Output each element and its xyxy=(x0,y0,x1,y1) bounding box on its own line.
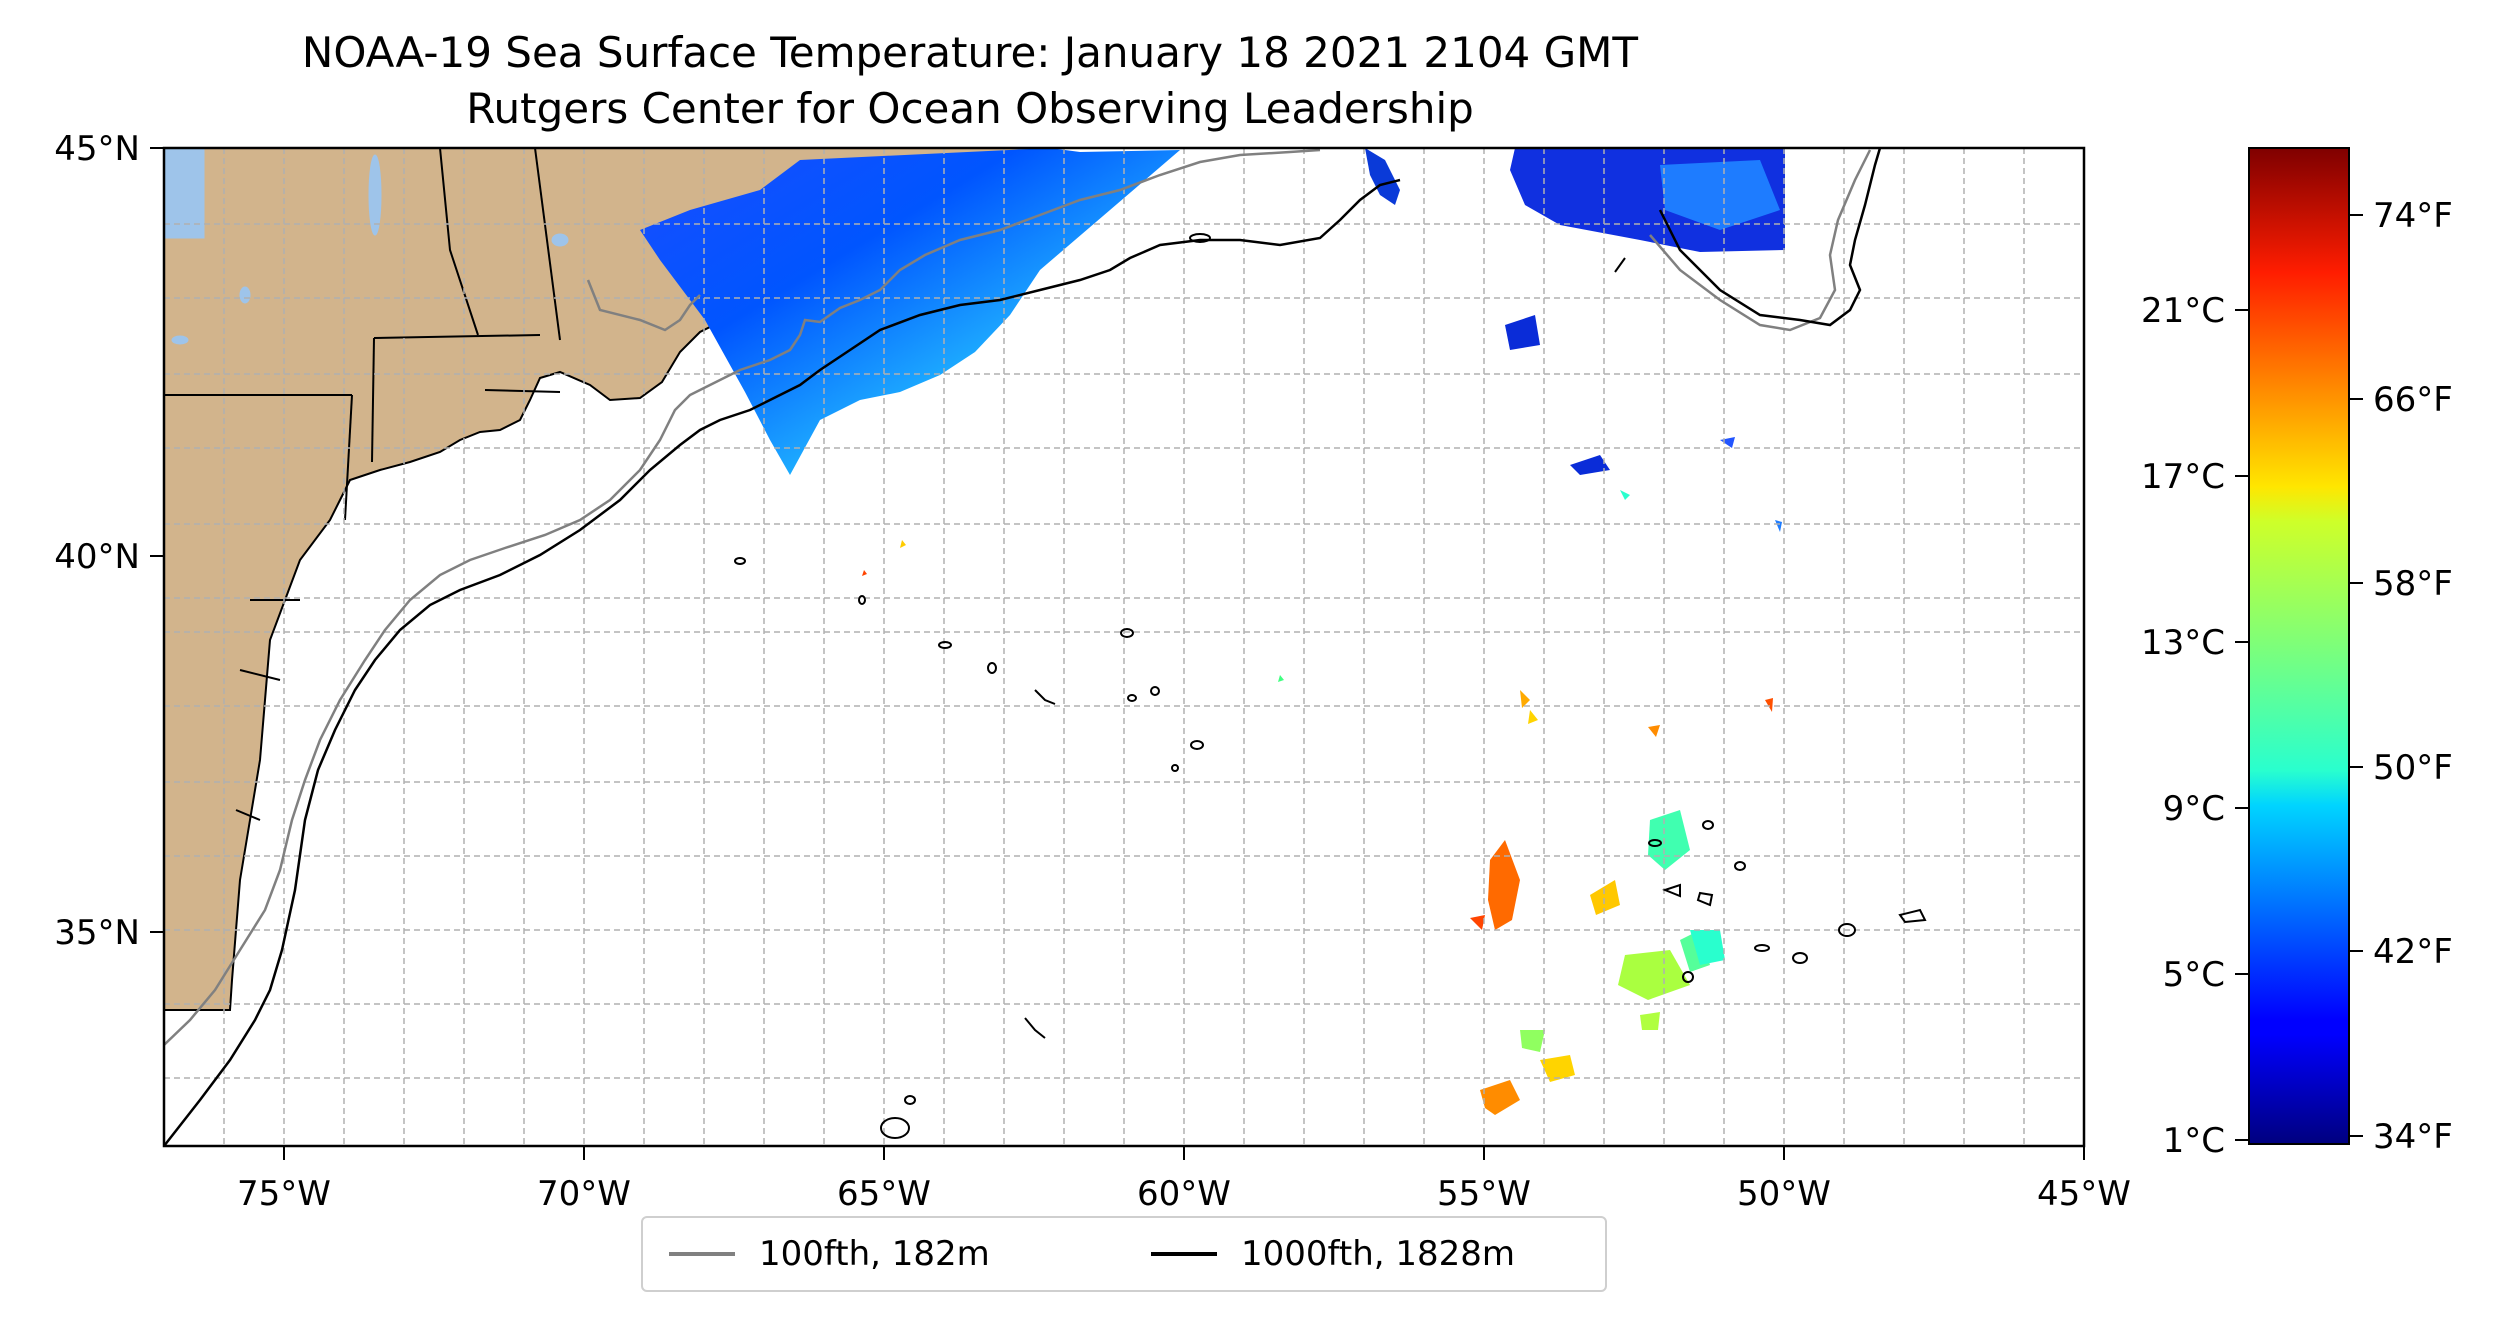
seamount-contours xyxy=(734,233,1927,1139)
lat-tick-label: 45°N xyxy=(54,129,140,169)
isobath-100fth xyxy=(164,148,1872,1046)
colorbar-celsius-label: 21°C xyxy=(2141,291,2225,331)
lon-tick-label: 60°W xyxy=(1137,1174,1231,1214)
lakes xyxy=(164,148,569,345)
sst-data-patches xyxy=(862,315,1782,1115)
legend-label: 100fth, 182m xyxy=(759,1234,990,1274)
colorbar-celsius-label: 1°C xyxy=(2163,1121,2225,1161)
graticule xyxy=(164,148,2084,1146)
lon-tick-label: 45°W xyxy=(2037,1174,2131,1214)
lon-axis xyxy=(283,1146,2085,1160)
legend-item-1000fth: 1000fth, 1828m xyxy=(1151,1218,1515,1290)
lat-tick-label: 35°N xyxy=(54,913,140,953)
colorbar-celsius-label: 17°C xyxy=(2141,457,2225,497)
sst-swath xyxy=(640,148,1180,475)
state-borders xyxy=(164,148,561,821)
colorbar-celsius-label: 9°C xyxy=(2163,789,2225,829)
map-title: NOAA-19 Sea Surface Temperature: January… xyxy=(301,28,1639,77)
lon-tick-label: 55°W xyxy=(1437,1174,1531,1214)
legend-line-black xyxy=(1151,1252,1217,1256)
colorbar-fahrenheit-label: 74°F xyxy=(2373,196,2453,236)
lat-axis xyxy=(150,147,164,933)
colorbar-ticks xyxy=(2235,214,2363,1141)
colorbar-fahrenheit-label: 66°F xyxy=(2373,380,2453,420)
isobath-1000fth xyxy=(164,148,1882,1146)
colorbar-fahrenheit-label: 58°F xyxy=(2373,564,2453,604)
colorbar-celsius-label: 13°C xyxy=(2141,623,2225,663)
colorbar-fahrenheit-label: 34°F xyxy=(2373,1117,2453,1157)
colorbar-fahrenheit-label: 42°F xyxy=(2373,932,2453,972)
sst-swath-east xyxy=(1365,148,1400,205)
colorbar-celsius-label: 5°C xyxy=(2163,955,2225,995)
map-subtitle: Rutgers Center for Ocean Observing Leade… xyxy=(466,84,1474,133)
lon-tick-label: 70°W xyxy=(537,1174,631,1214)
map-frame xyxy=(162,146,2086,1148)
lat-tick-label: 40°N xyxy=(54,537,140,577)
legend-label: 1000fth, 1828m xyxy=(1241,1234,1516,1274)
lon-tick-label: 75°W xyxy=(237,1174,331,1214)
legend: 100fth, 182m 1000fth, 1828m xyxy=(641,1216,1607,1292)
legend-line-gray xyxy=(669,1252,735,1256)
lon-tick-label: 65°W xyxy=(837,1174,931,1214)
colorbar xyxy=(2248,147,2350,1145)
colorbar-fahrenheit-label: 50°F xyxy=(2373,748,2453,788)
legend-item-100fth: 100fth, 182m xyxy=(669,1218,990,1290)
sst-patch-northeast-warm xyxy=(1660,160,1780,230)
lon-tick-label: 50°W xyxy=(1737,1174,1831,1214)
